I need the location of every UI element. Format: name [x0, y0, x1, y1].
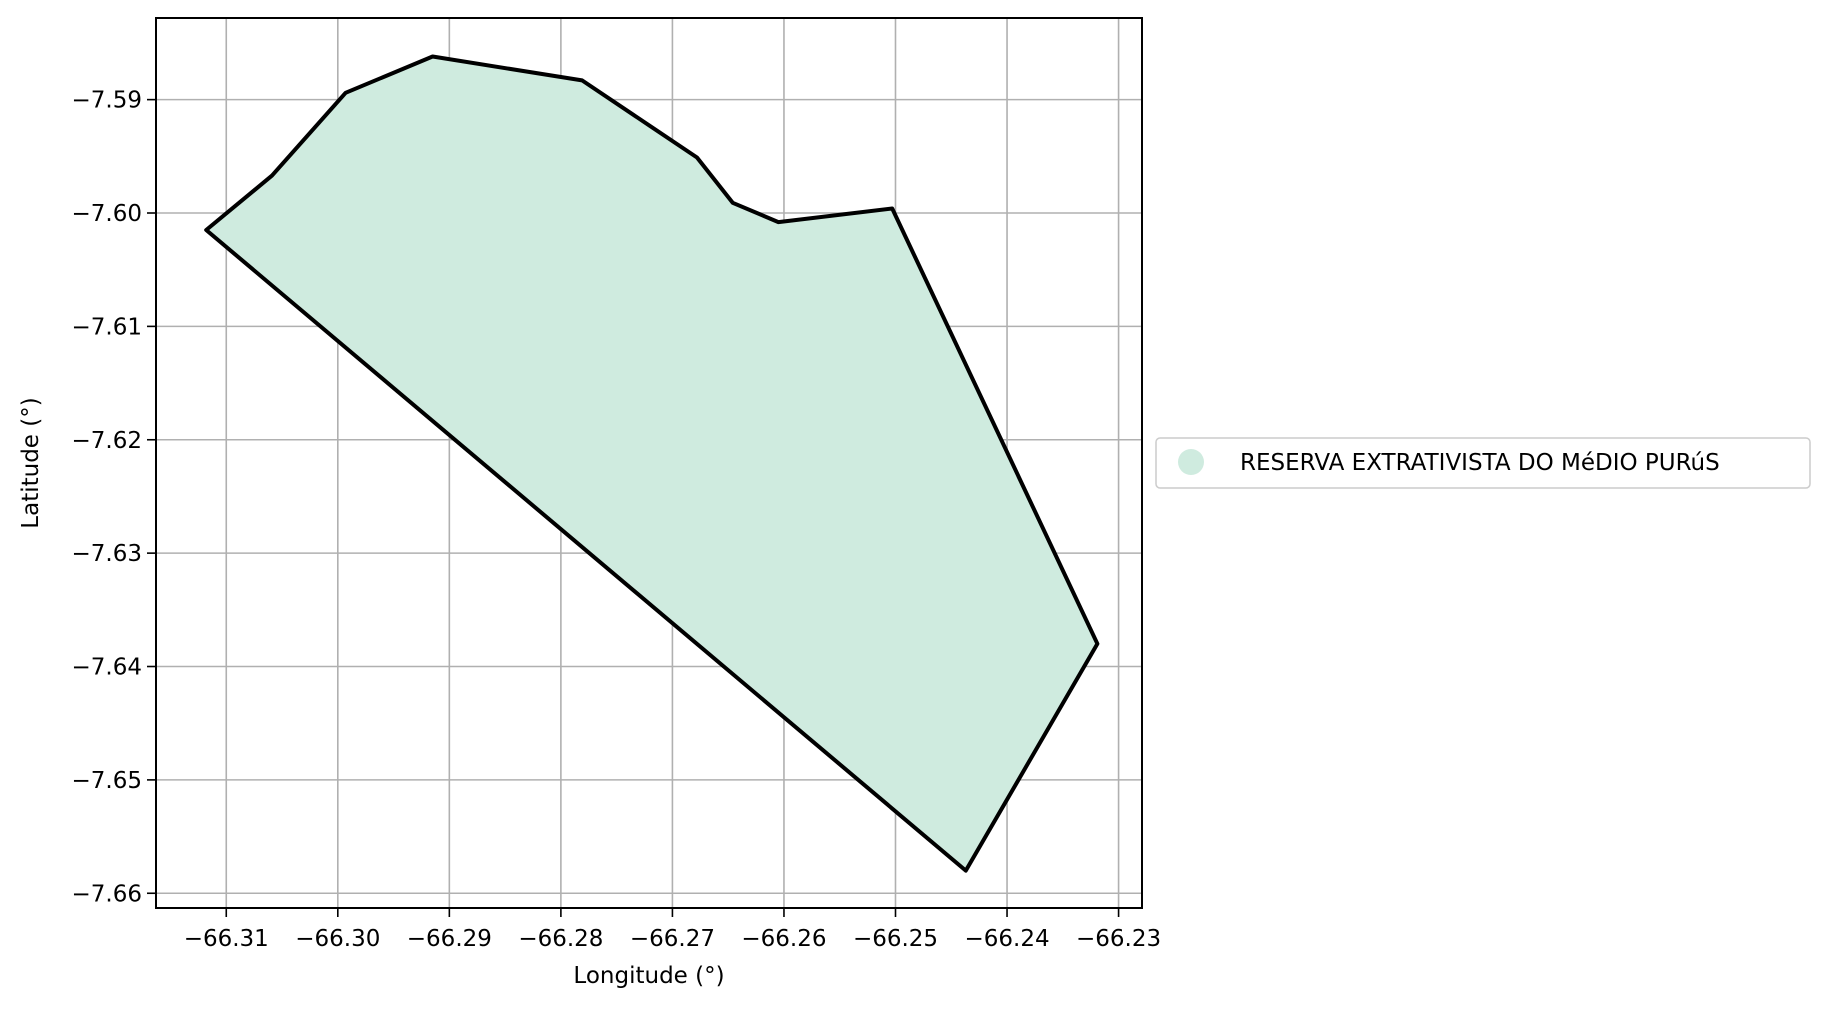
y-tick-label: −7.65: [72, 768, 142, 794]
x-tick-label: −66.23: [1076, 926, 1161, 952]
y-tick-label: −7.66: [72, 881, 142, 907]
legend-marker: [1178, 449, 1204, 475]
legend-box: [1155, 437, 1811, 489]
y-tick-label: −7.63: [72, 541, 142, 567]
polygon-layer: [204, 54, 1100, 873]
y-tick-label: −7.60: [72, 201, 142, 227]
plot-frame: [155, 17, 1143, 909]
x-tick-label: −66.25: [853, 926, 938, 952]
y-axis-ticks: −7.59 −7.60 −7.61 −7.62 −7.63 −7.64 −7.65 −7.66: [72, 88, 156, 907]
legend-entry-label: RESERVA EXTRATIVISTA DO MéDIO PURúS: [1240, 450, 1720, 476]
x-axis-label: Longitude (°): [573, 963, 724, 989]
legend: RESERVA EXTRATIVISTA DO MéDIO PURúS: [1155, 437, 1811, 489]
y-tick-label: −7.59: [72, 88, 142, 114]
x-tick-label: −66.27: [630, 926, 715, 952]
y-tick-label: −7.61: [72, 314, 142, 340]
region-polygon[interactable]: [204, 54, 1100, 873]
x-tick-label: −66.26: [741, 926, 826, 952]
x-tick-label: −66.28: [518, 926, 603, 952]
x-tick-label: −66.31: [184, 926, 269, 952]
x-tick-label: −66.30: [295, 926, 380, 952]
y-tick-label: −7.64: [72, 655, 142, 681]
y-axis-label: Latitude (°): [18, 397, 44, 528]
y-tick-label: −7.62: [72, 428, 142, 454]
x-tick-label: −66.29: [407, 926, 492, 952]
x-axis-ticks: −66.31 −66.30 −66.29 −66.28 −66.27 −66.26 −66.…: [184, 908, 1161, 952]
x-tick-label: −66.24: [964, 926, 1049, 952]
